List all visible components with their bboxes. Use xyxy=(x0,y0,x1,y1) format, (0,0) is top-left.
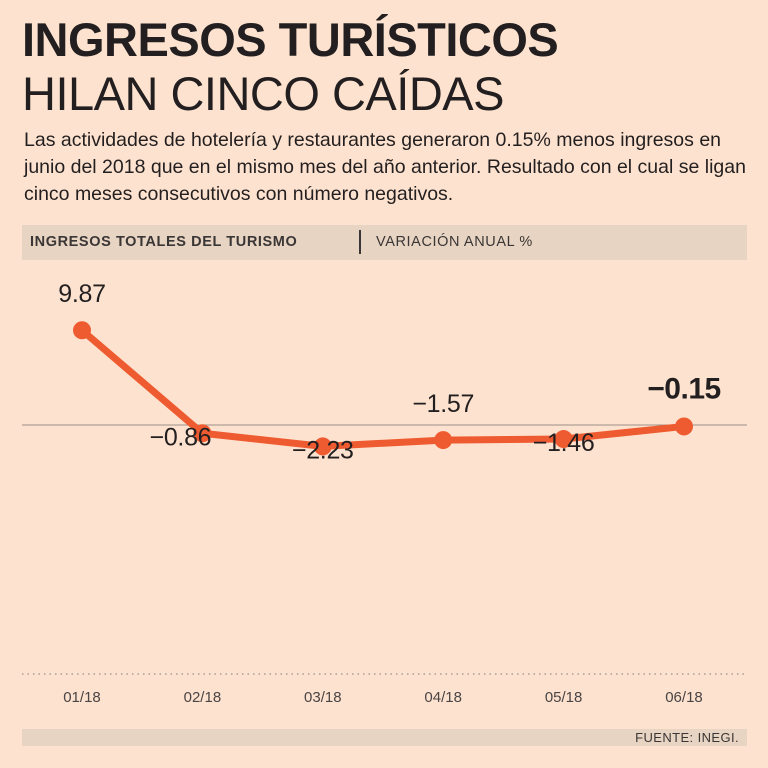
data-label-01-18: 9.87 xyxy=(58,280,105,308)
chart-subtitle: HILAN CINCO CAÍDAS xyxy=(22,67,504,120)
data-point-04-18 xyxy=(434,431,453,450)
data-point-06-18 xyxy=(675,417,693,436)
header-separator xyxy=(359,230,361,254)
data-point-03-18 xyxy=(313,437,332,456)
x-tick-label-02-18: 02/18 xyxy=(184,689,222,706)
footer-band: FUENTE: INEGI. xyxy=(22,729,747,746)
chart-series-title: INGRESOS TOTALES DEL TURISMO xyxy=(30,234,298,250)
x-tick-label-06-18: 06/18 xyxy=(665,689,703,706)
data-label-04-18: −1.57 xyxy=(412,390,474,418)
x-tick-label-05-18: 05/18 xyxy=(545,689,583,706)
series-line xyxy=(78,326,688,450)
chart-title: INGRESOS TURÍSTICOS xyxy=(22,13,559,66)
chart-description: Las actividades de hotelería y restauran… xyxy=(24,129,746,205)
data-label-06-18: −0.15 xyxy=(647,372,720,405)
chart-header-band: INGRESOS TOTALES DEL TURISMO VARIACIÓN A… xyxy=(22,225,747,260)
chart-unit-label: VARIACIÓN ANUAL % xyxy=(376,234,533,250)
label-layer: 9.87 −0.86 −2.23 −1.57 −1.46 −0.15 xyxy=(58,280,721,464)
data-point-01-18 xyxy=(73,321,91,340)
x-tick-label-03-18: 03/18 xyxy=(304,689,342,706)
x-axis-ticks: 01/18 02/18 03/18 04/18 05/18 06/18 xyxy=(63,689,703,706)
data-label-03-18: −2.23 xyxy=(292,436,354,464)
x-tick-label-01-18: 01/18 xyxy=(63,689,101,706)
data-label-05-18: −1.46 xyxy=(533,429,595,457)
data-label-02-18: −0.86 xyxy=(150,423,212,451)
series-layer xyxy=(73,321,693,456)
x-tick-label-04-18: 04/18 xyxy=(424,689,462,706)
source-note: FUENTE: INEGI. xyxy=(635,730,739,745)
data-point-05-18 xyxy=(554,430,573,449)
data-point-02-18 xyxy=(193,424,212,443)
